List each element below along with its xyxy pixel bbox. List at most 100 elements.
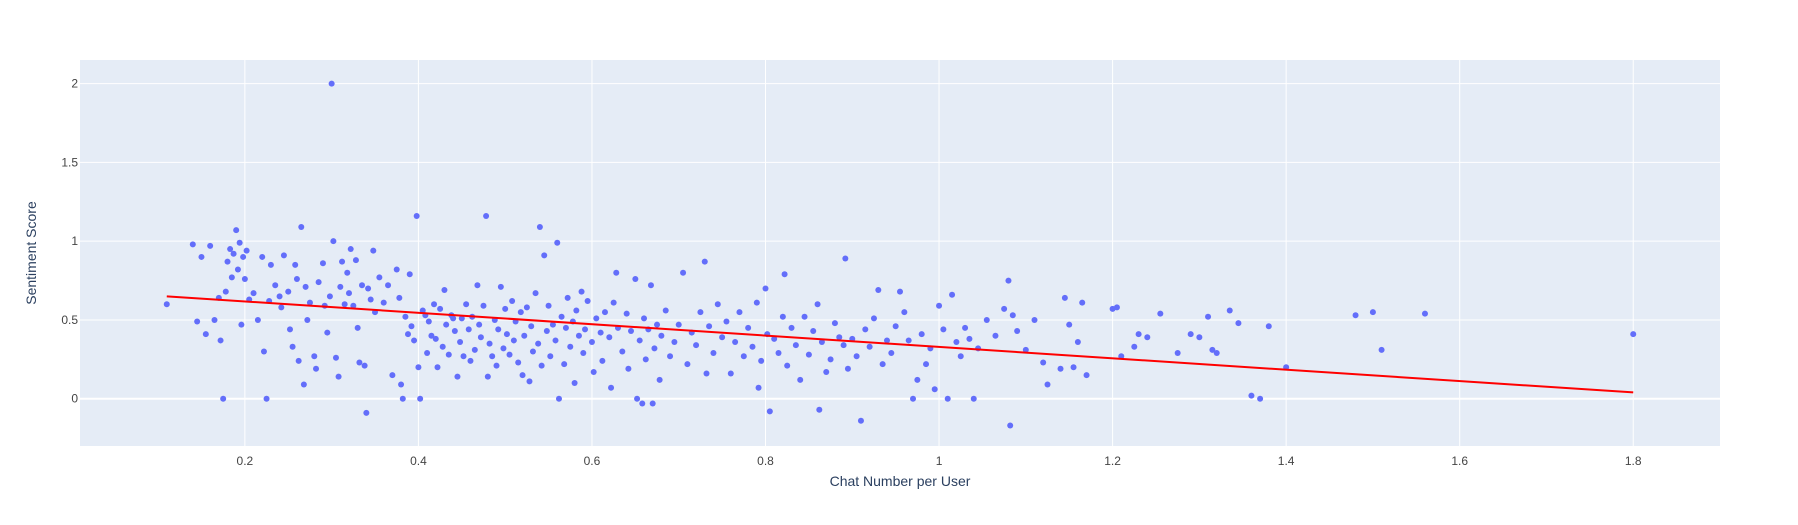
data-point: [892, 323, 899, 330]
data-point: [538, 362, 545, 369]
data-point: [866, 343, 873, 350]
data-point: [588, 339, 595, 346]
y-gridlines: [80, 83, 1720, 400]
data-point: [762, 285, 769, 292]
data-point: [1113, 304, 1120, 311]
data-point: [827, 356, 834, 363]
y-tick-labels: 0 0.5 1 1.5 2: [61, 77, 78, 406]
data-point: [224, 258, 231, 265]
data-point: [578, 288, 585, 295]
data-point: [298, 224, 305, 231]
data-point: [306, 299, 313, 306]
data-point: [561, 361, 568, 368]
data-point: [732, 339, 739, 346]
data-point: [292, 261, 299, 268]
data-point: [263, 395, 270, 402]
data-point: [1248, 392, 1255, 399]
data-point: [693, 342, 700, 349]
x-tick-label: 0.6: [584, 454, 601, 468]
data-point: [278, 304, 285, 311]
data-point: [254, 316, 261, 323]
data-point: [842, 255, 849, 262]
data-point: [1070, 364, 1077, 371]
data-point: [367, 296, 374, 303]
data-point: [590, 368, 597, 375]
y-tick-label: 0: [71, 392, 78, 406]
data-point: [1007, 422, 1014, 429]
data-point: [295, 357, 302, 364]
data-point: [380, 299, 387, 306]
data-point: [289, 343, 296, 350]
data-point: [634, 395, 641, 402]
plot-background: [80, 60, 1720, 446]
data-point: [792, 342, 799, 349]
data-point: [658, 332, 665, 339]
data-point: [315, 279, 322, 286]
data-point: [234, 266, 241, 273]
data-point: [432, 335, 439, 342]
x-tick-label: 1.2: [1104, 454, 1121, 468]
data-point: [931, 386, 938, 393]
data-point: [564, 294, 571, 301]
data-point: [552, 337, 559, 344]
data-point: [610, 299, 617, 306]
data-point: [701, 258, 708, 265]
data-point: [547, 353, 554, 360]
data-point: [671, 339, 678, 346]
data-point: [260, 348, 267, 355]
data-point: [489, 353, 496, 360]
data-point: [970, 395, 977, 402]
trendline: [166, 295, 1634, 394]
x-gridlines: [244, 60, 1634, 446]
data-point: [781, 271, 788, 278]
data-point: [703, 370, 710, 377]
data-point: [463, 301, 470, 308]
data-point: [293, 275, 300, 282]
data-point: [222, 288, 229, 295]
data-point: [189, 241, 196, 248]
data-point: [636, 337, 643, 344]
data-point: [1083, 372, 1090, 379]
trendline-group: [166, 295, 1634, 394]
data-point: [300, 381, 307, 388]
y-tick-label: 1.5: [61, 155, 78, 169]
data-point: [580, 350, 587, 357]
x-tick-label: 1: [936, 454, 943, 468]
data-point: [304, 316, 311, 323]
data-point: [445, 351, 452, 358]
data-point: [623, 310, 630, 317]
data-point: [836, 334, 843, 341]
data-point: [458, 315, 465, 322]
data-point: [1196, 334, 1203, 341]
data-point: [474, 282, 481, 289]
data-point: [1369, 309, 1376, 316]
data-point: [625, 365, 632, 372]
data-point: [1187, 331, 1194, 338]
data-point: [1226, 307, 1233, 314]
data-point: [503, 331, 510, 338]
data-point: [267, 261, 274, 268]
data-point: [402, 313, 409, 320]
data-point: [649, 400, 656, 407]
data-point: [840, 342, 847, 349]
data-point: [992, 332, 999, 339]
data-point: [428, 332, 435, 339]
data-point: [753, 299, 760, 306]
data-point: [1079, 299, 1086, 306]
data-point: [344, 269, 351, 276]
data-point: [233, 227, 240, 234]
data-point: [211, 316, 218, 323]
data-point: [608, 384, 615, 391]
data-point: [784, 362, 791, 369]
data-point: [484, 373, 491, 380]
data-point: [816, 406, 823, 413]
data-point: [497, 283, 504, 290]
data-point: [370, 247, 377, 254]
data-point: [1421, 310, 1428, 317]
data-point: [593, 315, 600, 322]
data-point: [766, 408, 773, 415]
data-point: [1022, 346, 1029, 353]
data-point: [227, 246, 234, 253]
data-point: [910, 395, 917, 402]
data-point: [451, 327, 458, 334]
